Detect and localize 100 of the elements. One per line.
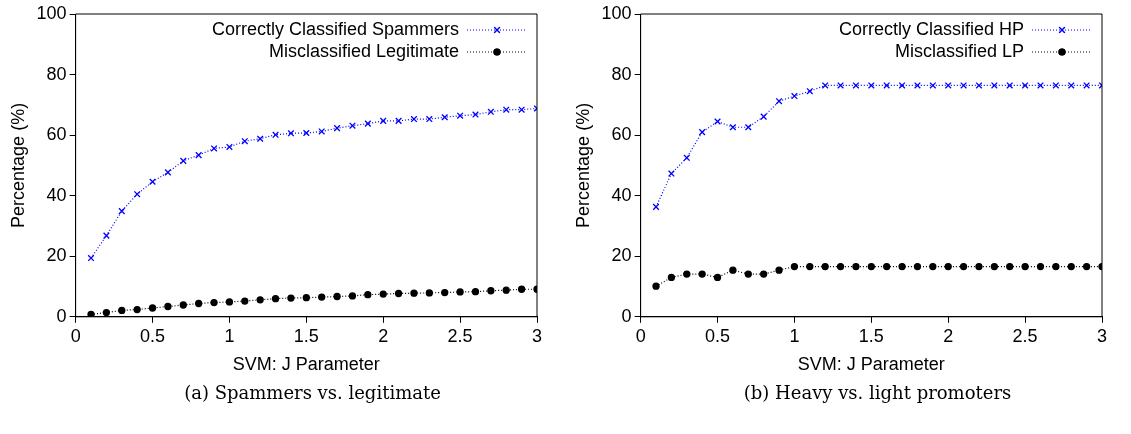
point (348, 292, 357, 300)
point (395, 117, 403, 125)
x-tick-label: 1.5 (858, 325, 884, 346)
point (760, 270, 768, 278)
point (210, 298, 218, 307)
legend-label: Correctly Classified Spammers (211, 18, 459, 39)
point (149, 178, 156, 186)
point (790, 262, 799, 271)
x-tick-label: 2.5 (447, 325, 473, 346)
y-tick-label: 60 (611, 124, 632, 145)
point (118, 207, 126, 215)
y-tick-label: 20 (611, 245, 632, 266)
point (1021, 81, 1029, 89)
point (441, 288, 449, 297)
point (898, 81, 906, 89)
point (821, 262, 829, 271)
x-tick-label: 1 (224, 325, 235, 346)
x-axis-title: SVM: J Parameter (797, 354, 945, 375)
point (271, 294, 280, 303)
x-axis-title: SVM: J Parameter (232, 354, 380, 375)
x-tick-label: 1.5 (293, 325, 319, 346)
point (195, 151, 203, 159)
point (683, 270, 691, 278)
point (975, 81, 983, 89)
point (1067, 262, 1075, 271)
point (118, 306, 126, 315)
point (867, 81, 875, 89)
point (775, 97, 783, 105)
y-tick-label: 80 (46, 63, 67, 84)
point (102, 308, 111, 317)
point (287, 129, 295, 137)
point (729, 123, 737, 131)
point (302, 129, 310, 137)
point (836, 262, 845, 271)
x-tick-label: 0.5 (705, 325, 731, 346)
x-tick-label: 2 (943, 325, 954, 346)
y-tick-label: 40 (46, 184, 67, 205)
point (87, 310, 95, 317)
text: (a) Spammers vs. legitimate (183, 382, 442, 403)
point (425, 115, 433, 123)
point (806, 262, 814, 271)
point (425, 289, 433, 297)
x-tick-label: 2 (378, 325, 389, 346)
point (195, 299, 203, 308)
y-tick-label: 40 (611, 184, 632, 205)
point (394, 289, 403, 298)
point (1052, 262, 1060, 271)
point (179, 157, 187, 165)
point (348, 122, 356, 130)
point (287, 294, 295, 302)
y-tick-label: 100 (36, 2, 67, 23)
point (652, 282, 660, 290)
point (410, 289, 418, 297)
point (852, 81, 860, 89)
point (975, 262, 983, 271)
legend-label: Correctly Classified HP (838, 18, 1024, 39)
x-tick-label: 0 (70, 325, 81, 346)
point (379, 117, 387, 125)
point (379, 290, 387, 298)
point (502, 286, 510, 294)
point (959, 262, 968, 271)
point (517, 285, 526, 293)
point (1036, 262, 1045, 271)
legend-label: Misclassified Legitimate (268, 40, 459, 61)
point (487, 287, 495, 295)
point (744, 270, 752, 278)
point (729, 266, 737, 274)
point (1021, 262, 1029, 271)
y-tick-label: 100 (601, 2, 632, 23)
point (944, 81, 952, 89)
point (1052, 81, 1060, 89)
point (179, 301, 187, 309)
point (164, 168, 172, 176)
point (318, 128, 326, 135)
y-axis-title: Percentage (%) (572, 102, 593, 228)
point (990, 81, 998, 89)
point (929, 81, 937, 89)
y-tick-label: 80 (611, 63, 632, 84)
point (210, 144, 218, 152)
point (883, 262, 891, 271)
point (775, 266, 783, 274)
y-tick-label: 0 (56, 305, 67, 326)
point (944, 262, 952, 271)
point (256, 296, 264, 304)
point (852, 262, 860, 271)
y-tick-label: 0 (621, 305, 632, 326)
x-tick-label: 3 (1096, 325, 1108, 346)
point (667, 273, 676, 282)
point (456, 112, 464, 120)
legend-label: Misclassified LP (894, 40, 1024, 61)
point (272, 131, 280, 139)
point (821, 81, 829, 89)
point (471, 288, 480, 296)
point (1006, 81, 1014, 89)
point (898, 262, 906, 271)
y-tick-label: 60 (46, 124, 67, 145)
x-tick-label: 2.5 (1012, 325, 1038, 346)
x-tick-label: 3 (531, 325, 543, 346)
point (333, 292, 341, 301)
point (1067, 81, 1075, 89)
